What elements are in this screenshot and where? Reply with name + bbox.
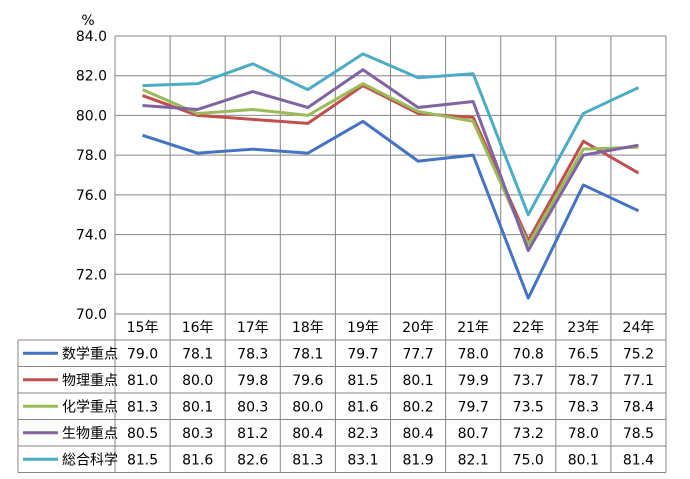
grid bbox=[17, 35, 667, 473]
x-category-label: 17年 bbox=[237, 320, 269, 336]
y-axis: 84.0 82.0 80.0 78.0 76.0 74.0 72.0 70.0 bbox=[76, 29, 107, 323]
series-line-5 bbox=[142, 52, 640, 217]
data-label: 83.1 bbox=[347, 452, 378, 468]
data-label: 80.4 bbox=[402, 426, 433, 442]
data-label: 70.8 bbox=[513, 346, 544, 362]
data-label: 80.0 bbox=[292, 399, 323, 415]
data-label: 78.3 bbox=[568, 399, 599, 415]
data-label: 79.8 bbox=[237, 373, 268, 389]
data-label: 80.3 bbox=[182, 426, 213, 442]
data-label: 80.1 bbox=[568, 452, 599, 468]
data-label: 78.7 bbox=[568, 373, 599, 389]
data-label: 78.1 bbox=[292, 346, 323, 362]
data-label: 79.0 bbox=[127, 346, 158, 362]
data-label: 79.7 bbox=[458, 399, 489, 415]
data-label: 79.7 bbox=[347, 346, 378, 362]
y-tick-label: 84.0 bbox=[76, 29, 107, 45]
data-label: 77.1 bbox=[623, 373, 654, 389]
series-lines bbox=[141, 52, 640, 300]
data-label: 81.3 bbox=[127, 399, 158, 415]
data-label: 75.0 bbox=[513, 452, 544, 468]
x-category-label: 16年 bbox=[182, 320, 214, 336]
y-tick-label: 76.0 bbox=[76, 188, 107, 204]
data-label: 81.3 bbox=[292, 452, 323, 468]
data-label: 78.1 bbox=[182, 346, 213, 362]
data-label: 73.5 bbox=[513, 399, 544, 415]
y-tick-label: 74.0 bbox=[76, 228, 107, 244]
data-label: 78.4 bbox=[623, 399, 654, 415]
series-line-2 bbox=[142, 84, 640, 243]
x-category-label: 23年 bbox=[567, 320, 599, 336]
data-label: 73.2 bbox=[513, 426, 544, 442]
x-category-label: 18年 bbox=[292, 320, 324, 336]
legend-label: 物理重点 bbox=[62, 373, 118, 389]
x-category-label: 24年 bbox=[623, 320, 655, 336]
data-label: 82.6 bbox=[237, 452, 268, 468]
x-category-label: 15年 bbox=[127, 320, 159, 336]
data-label: 80.1 bbox=[402, 373, 433, 389]
legend-label: 総合科学 bbox=[62, 452, 118, 468]
data-label: 80.3 bbox=[237, 399, 268, 415]
data-label: 76.5 bbox=[568, 346, 599, 362]
data-label: 81.6 bbox=[347, 399, 378, 415]
data-label: 78.3 bbox=[237, 346, 268, 362]
y-tick-label: 80.0 bbox=[76, 108, 107, 124]
series-line-1 bbox=[142, 119, 640, 300]
series-line-3 bbox=[141, 82, 639, 246]
series-line-4 bbox=[142, 68, 639, 252]
data-label: 75.2 bbox=[623, 346, 654, 362]
legend-label: 化学重点 bbox=[62, 399, 118, 415]
data-label: 80.1 bbox=[182, 399, 213, 415]
data-label: 78.0 bbox=[458, 346, 489, 362]
data-label: 78.5 bbox=[623, 426, 654, 442]
data-label: 81.6 bbox=[182, 452, 213, 468]
data-label: 81.9 bbox=[402, 452, 433, 468]
data-label: 80.0 bbox=[182, 373, 213, 389]
data-label: 73.7 bbox=[513, 373, 544, 389]
data-label: 79.6 bbox=[292, 373, 323, 389]
data-label: 82.3 bbox=[347, 426, 378, 442]
legend-label: 数学重点 bbox=[62, 346, 118, 362]
x-category-label: 21年 bbox=[457, 320, 489, 336]
data-label: 80.5 bbox=[127, 426, 158, 442]
data-label: 81.0 bbox=[127, 373, 158, 389]
y-tick-label: 72.0 bbox=[76, 267, 107, 283]
y-tick-label: 70.0 bbox=[76, 307, 107, 323]
y-tick-label: 78.0 bbox=[76, 148, 107, 164]
data-label: 81.5 bbox=[127, 452, 158, 468]
y-tick-label: 82.0 bbox=[76, 69, 107, 85]
data-label: 80.7 bbox=[458, 426, 489, 442]
data-label: 80.4 bbox=[292, 426, 323, 442]
data-label: 81.2 bbox=[237, 426, 268, 442]
data-label: 81.5 bbox=[347, 373, 378, 389]
y-axis-label: % bbox=[81, 13, 94, 29]
x-category-label: 20年 bbox=[402, 320, 434, 336]
data-label: 80.2 bbox=[402, 399, 433, 415]
data-label: 77.7 bbox=[402, 346, 433, 362]
x-category-label: 22年 bbox=[512, 320, 544, 336]
data-label: 78.0 bbox=[568, 426, 599, 442]
data-label: 79.9 bbox=[458, 373, 489, 389]
data-label: 81.4 bbox=[623, 452, 654, 468]
data-label: 82.1 bbox=[458, 452, 489, 468]
legend-label: 生物重点 bbox=[62, 426, 118, 442]
x-category-label: 19年 bbox=[347, 320, 379, 336]
